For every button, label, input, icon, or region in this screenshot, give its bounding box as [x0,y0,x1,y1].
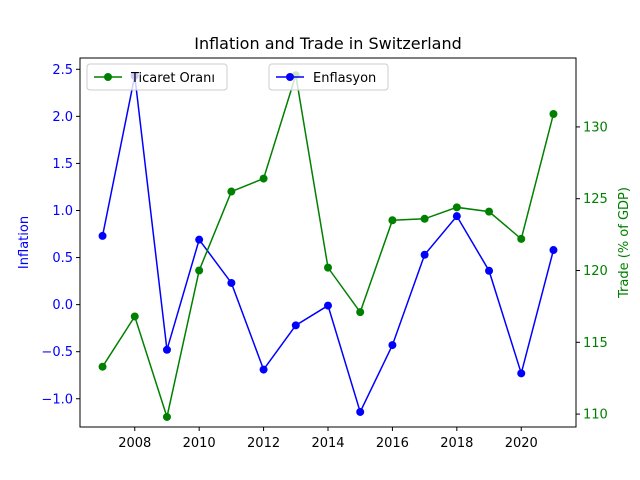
inflation-data-point [549,246,558,255]
x-tick-label: 2008 [118,436,151,451]
legend-label: Ticaret Oranı [130,71,215,86]
trade-data-point [517,234,526,243]
inflation-data-point [227,278,236,287]
left-tick-label: 1.5 [52,157,73,172]
chart-title: Inflation and Trade in Switzerland [194,34,462,53]
trade-data-point [227,187,236,196]
inflation-data-point [517,369,526,378]
trade-data-point [452,203,461,212]
inflation-data-point [162,345,171,354]
x-tick-label: 2018 [440,436,473,451]
left-tick-label: −0.5 [41,345,73,360]
trade-data-point [162,412,171,421]
inflation-data-point [356,407,365,416]
right-y-axis: 110 115 120 125 130 [576,120,608,423]
trade-data-point [195,266,204,275]
trade-data-point [388,216,397,225]
legend-layer: Ticaret Oranı Enflasyon [86,63,389,91]
left-tick-label: −1.0 [41,392,73,407]
x-axis: 2008 2010 2012 2014 2016 2018 2020 [118,427,538,451]
trade-series-line [101,75,555,420]
legend-label: Enflasyon [313,71,376,86]
x-tick-label: 2010 [183,436,216,451]
right-tick-label: 115 [583,336,608,351]
trade-data-point [485,207,494,216]
trade-data-point [259,174,268,183]
legend-box [86,63,228,91]
left-tick-label: 0.0 [52,298,73,313]
inflation-data-point [195,235,204,244]
x-tick-label: 2014 [311,436,344,451]
inflation-data-point [452,212,461,221]
inflation-data-point [485,266,494,275]
inflation-data-point [388,341,397,350]
left-tick-label: 1.0 [52,204,73,219]
inflation-data-point [324,301,332,310]
trade-data-point [98,362,107,371]
right-axis-label: Trade (% of GDP) [617,187,632,299]
inflation-data-point [259,365,268,374]
legend-box [268,63,389,91]
trade-data-point [130,312,139,321]
trade-legend: Ticaret Oranı [86,63,228,91]
legend-marker [286,73,294,81]
x-tick-label: 2016 [376,436,409,451]
x-tick-label: 2012 [247,436,280,451]
right-tick-label: 130 [583,120,608,135]
left-tick-label: 0.5 [52,251,73,266]
trade-data-point [356,308,365,317]
left-tick-label: 2.0 [52,110,73,125]
left-axis-label: Inflation [17,216,32,269]
inflation-data-point [420,250,429,259]
x-tick-label: 2020 [505,436,538,451]
inflation-data-point [291,321,300,330]
left-tick-label: 2.5 [52,63,73,78]
left-y-axis: −1.0 −0.5 0.0 0.5 1.0 1.5 2.0 2.5 [41,63,80,407]
series-layer [98,71,558,421]
right-tick-label: 110 [583,408,608,423]
legend-marker [104,73,112,81]
trade-data-point [324,263,332,272]
trade-data-point [420,214,429,223]
right-tick-label: 125 [583,192,608,207]
inflation-data-point [98,231,107,240]
trade-data-point [549,109,558,118]
inflation-legend: Enflasyon [268,63,389,91]
inflation-series-line [101,75,555,414]
right-tick-label: 120 [583,264,608,279]
